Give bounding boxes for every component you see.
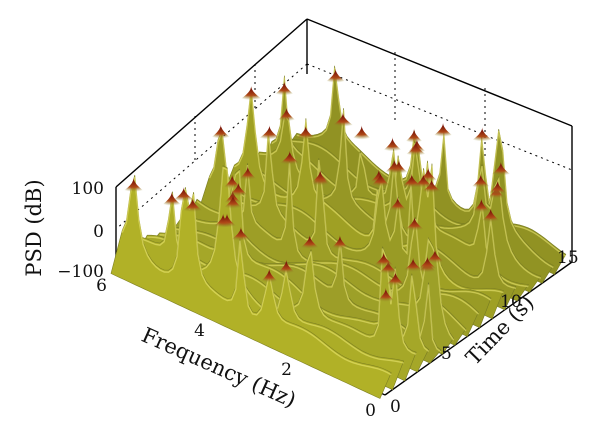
surface-peak <box>324 68 347 83</box>
surface-peak <box>237 166 258 181</box>
x-ticks: 6 4 2 0 <box>96 276 376 421</box>
y-tick-label: 0 <box>390 397 401 417</box>
surface-peak <box>238 86 264 101</box>
surface-peak <box>416 256 439 271</box>
surface-peak <box>209 124 232 139</box>
surface-peak <box>387 197 409 212</box>
z-ticks: 100 0 −100 <box>57 179 104 282</box>
surface-ridge-highlight <box>234 89 504 294</box>
x-tick-label: 2 <box>281 360 292 380</box>
surface-peak <box>294 125 318 140</box>
surface-ridge-highlight <box>121 176 392 376</box>
surface-peak <box>276 107 297 122</box>
surface-peak <box>471 198 492 213</box>
surface-peak <box>377 259 400 274</box>
surface-peak <box>226 182 250 197</box>
x-tick-label: 6 <box>96 276 107 296</box>
surface-peak <box>401 257 425 272</box>
y-tick-label: 5 <box>441 344 452 364</box>
surface-peak <box>298 235 321 250</box>
surface-peak <box>404 141 428 156</box>
surface-peak <box>351 125 373 140</box>
surface-peak <box>368 172 393 187</box>
surface-peak <box>423 249 447 264</box>
surface-peak <box>329 235 351 250</box>
surface-peak <box>277 150 302 165</box>
surface-peak <box>489 161 513 176</box>
surface-peak <box>212 213 235 228</box>
surface-peak <box>431 122 455 137</box>
y-tick-label: 10 <box>500 292 522 312</box>
surface-peak <box>399 173 425 188</box>
surface-peak <box>381 137 404 152</box>
surface-peak <box>309 170 332 185</box>
surface-peaks <box>122 68 513 302</box>
surface-peak <box>160 191 183 206</box>
grid-lines <box>115 52 573 230</box>
back-top-edge <box>306 18 573 127</box>
z-tick-label: 100 <box>72 179 104 199</box>
y-tick-label: 15 <box>557 248 579 268</box>
surface-peak <box>486 180 509 195</box>
z-axis-label: PSD (dB) <box>22 179 46 276</box>
y-ticks: 0 5 10 15 <box>390 248 579 417</box>
surface-peak <box>257 125 282 140</box>
surface-peak <box>404 128 425 143</box>
surface-peak <box>259 268 280 283</box>
z-tick-label: −100 <box>57 262 104 282</box>
surface-peak <box>469 173 492 188</box>
surface-peak <box>229 226 253 241</box>
surface-peak <box>375 287 397 302</box>
surface-peak <box>171 187 196 202</box>
surface-peak <box>273 81 296 96</box>
surface-peak <box>330 112 356 127</box>
surface-peak <box>384 271 407 286</box>
z-tick-label: 0 <box>93 222 104 242</box>
surface-peak <box>383 159 406 174</box>
surface-peak <box>470 127 494 142</box>
surface-peak <box>122 177 146 192</box>
left-top-edge <box>115 18 308 188</box>
surface-peak <box>222 174 243 189</box>
x-tick-label: 4 <box>194 321 205 341</box>
surface-peak <box>371 252 396 267</box>
surface-peak <box>479 208 502 223</box>
bottom-right-edge <box>384 261 573 396</box>
x-tick-label: 0 <box>365 401 376 421</box>
surface-peak <box>402 216 427 231</box>
surface-peak <box>222 194 244 209</box>
surface-peak <box>180 197 205 212</box>
surface-peak <box>276 259 297 274</box>
surface-peak <box>367 169 390 184</box>
